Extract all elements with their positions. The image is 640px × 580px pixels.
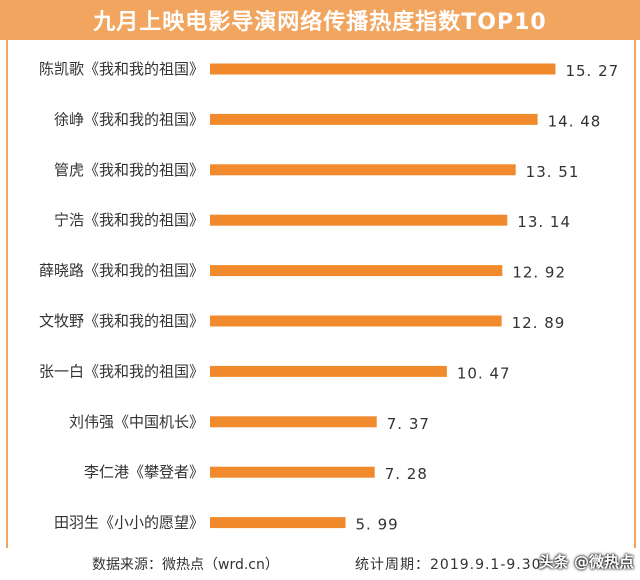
value-label: 13. 14 <box>517 213 571 231</box>
value-label: 15. 27 <box>565 62 619 80</box>
bar <box>210 164 516 176</box>
bar <box>210 416 377 428</box>
value-label: 7. 28 <box>385 465 428 483</box>
statistics-period: 统计周期：2019.9.1-9.30 <box>355 557 542 573</box>
bar <box>210 466 375 478</box>
chart-frame <box>6 40 636 548</box>
category-label: 文牧野《我和我的祖国》 <box>39 312 204 330</box>
value-label: 14. 48 <box>548 112 602 130</box>
bar <box>210 265 503 277</box>
value-label: 13. 51 <box>526 163 580 181</box>
category-label: 田羽生《小小的愿望》 <box>54 514 204 532</box>
category-label: 管虎《我和我的祖国》 <box>54 161 204 179</box>
chart-title: 九月上映电影导演网络传播热度指数TOP10 <box>0 0 640 40</box>
category-label: 陈凯歌《我和我的祖国》 <box>39 60 204 78</box>
value-label: 5. 99 <box>356 516 399 534</box>
footer: 数据来源：微热点（wrd.cn） 统计周期：2019.9.1-9.30 <box>0 548 640 580</box>
bar <box>210 315 502 327</box>
watermark: 头条 @微热点 <box>538 553 634 571</box>
value-label: 12. 89 <box>512 314 566 332</box>
bar <box>210 365 447 377</box>
category-label: 薛晓路《我和我的祖国》 <box>39 262 204 280</box>
bar-chart: 陈凯歌《我和我的祖国》 15. 27 徐峥《我和我的祖国》 14. 48 管虎《我和我的… <box>39 60 619 534</box>
bar <box>210 214 508 226</box>
bar <box>210 63 556 75</box>
category-label: 宁浩《我和我的祖国》 <box>54 211 204 229</box>
value-label: 7. 37 <box>387 415 430 433</box>
category-label: 刘伟强《中国机长》 <box>69 413 204 431</box>
category-label: 李仁港《攀登者》 <box>84 463 204 481</box>
data-source: 数据来源：微热点（wrd.cn） <box>92 557 279 573</box>
category-label: 徐峥《我和我的祖国》 <box>54 110 204 128</box>
category-label: 张一白《我和我的祖国》 <box>39 362 204 380</box>
value-label: 10. 47 <box>457 364 511 382</box>
bar <box>210 517 346 529</box>
bar <box>210 113 538 125</box>
value-label: 12. 92 <box>512 264 566 282</box>
